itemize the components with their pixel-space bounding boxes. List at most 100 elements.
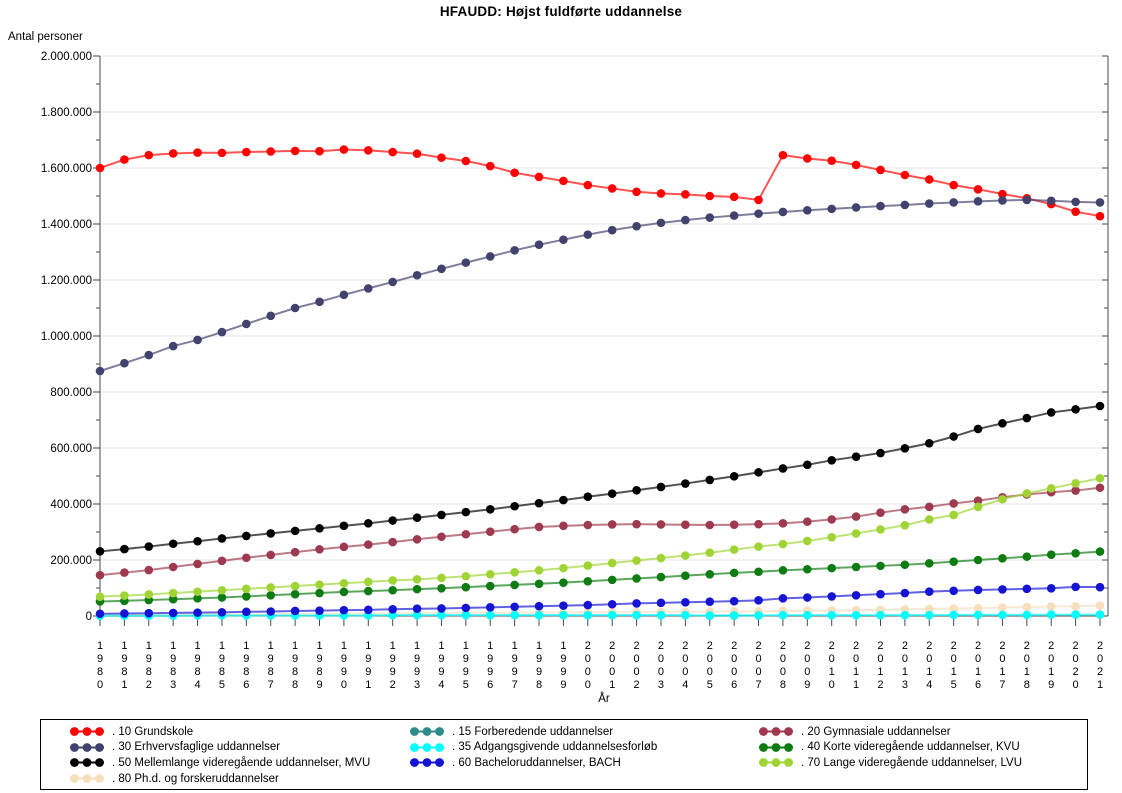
- legend-item-40: . 40 Korte videregående uddannelser, KVU: [757, 740, 1087, 756]
- series-10: [95, 145, 1105, 221]
- svg-text:200.000: 200.000: [50, 555, 92, 567]
- legend-marker-icon: [410, 727, 444, 737]
- legend-item-80: . 80 Ph.d. og forskeruddannelser: [68, 771, 408, 787]
- y-ticks: [93, 55, 1108, 617]
- series-30: [95, 195, 1105, 376]
- svg-text:1.000.000: 1.000.000: [41, 331, 92, 343]
- legend-marker-icon: [70, 742, 104, 752]
- legend-item-15: . 15 Forberedende uddannelser: [408, 724, 757, 740]
- y-axis-title: Antal personer: [8, 31, 83, 43]
- legend-label: . 10 Grundskole: [112, 725, 194, 738]
- svg-text:1.600.000: 1.600.000: [41, 163, 92, 175]
- legend-label: . 40 Korte videregående uddannelser, KVU: [801, 741, 1020, 754]
- legend-item-70: . 70 Lange videregående uddannelser, LVU: [757, 755, 1087, 771]
- svg-text:2.000.000: 2.000.000: [41, 51, 92, 63]
- legend-item-30: . 30 Erhvervsfaglige uddannelser: [68, 740, 408, 756]
- svg-text:800.000: 800.000: [50, 387, 92, 399]
- legend-label: . 35 Adgangsgivende uddannelsesforløb: [452, 741, 658, 754]
- legend-marker-icon: [410, 758, 444, 768]
- svg-text:1.200.000: 1.200.000: [41, 275, 92, 287]
- legend-label: . 80 Ph.d. og forskeruddannelser: [112, 772, 279, 785]
- series-70: [95, 473, 1105, 601]
- legend-item-60: . 60 Bacheloruddannelser, BACH: [408, 755, 757, 771]
- legend-marker-icon: [70, 758, 104, 768]
- y-tick-labels: 0 200.000 400.000 600.000 800.000 1.000.000 1.…: [41, 51, 92, 623]
- legend-label: . 60 Bacheloruddannelser, BACH: [452, 756, 621, 769]
- legend-label: . 70 Lange videregående uddannelser, LVU: [801, 756, 1023, 769]
- svg-text:0: 0: [86, 611, 92, 623]
- legend-item-10: . 10 Grundskole: [68, 724, 408, 740]
- legend-label: . 15 Forberedende uddannelser: [452, 725, 614, 738]
- series-50: [95, 401, 1105, 556]
- plot-area: 0 200.000 400.000 600.000 800.000 1.000.000 1.…: [41, 51, 1109, 705]
- svg-text:1.800.000: 1.800.000: [41, 107, 92, 119]
- series-35: [95, 610, 1105, 621]
- legend-marker-icon: [759, 758, 793, 768]
- legend-grid: . 10 Grundskole . 15 Forberedende uddanne…: [68, 724, 1087, 786]
- legend-item-35: . 35 Adgangsgivende uddannelsesforløb: [408, 740, 757, 756]
- legend: . 10 Grundskole . 15 Forberedende uddanne…: [40, 719, 1088, 790]
- legend-item-20: . 20 Gymnasiale uddannelser: [757, 724, 1087, 740]
- gridlines: [100, 55, 1108, 561]
- x-tick-labels: 1 9 8 0 1 9 8 1 1 9 8 2 1 9 8 3 1 9 8 4 1 9 8 5 1 9 8 6 1 9 8 7 1 9 8 8 1 9 8 9…: [97, 640, 1103, 691]
- legend-item-50: . 50 Mellemlange videregående uddannelse…: [68, 755, 408, 771]
- legend-marker-icon: [410, 742, 444, 752]
- chart-title: HFAUDD: Højst fuldførte uddannelse: [439, 4, 683, 19]
- svg-text:1.400.000: 1.400.000: [41, 219, 92, 231]
- series-60: [95, 582, 1105, 619]
- legend-marker-icon: [759, 727, 793, 737]
- legend-marker-icon: [70, 774, 104, 783]
- legend-label: . 30 Erhvervsfaglige uddannelser: [112, 741, 281, 754]
- svg-text:400.000: 400.000: [50, 499, 92, 511]
- legend-marker-icon: [759, 742, 793, 752]
- series-40: [95, 547, 1105, 606]
- legend-label: . 50 Mellemlange videregående uddannelse…: [112, 756, 371, 769]
- legend-label: . 20 Gymnasiale uddannelser: [801, 725, 951, 738]
- svg-text:600.000: 600.000: [50, 443, 92, 455]
- legend-marker-icon: [70, 727, 104, 737]
- x-axis-title: År: [598, 692, 610, 705]
